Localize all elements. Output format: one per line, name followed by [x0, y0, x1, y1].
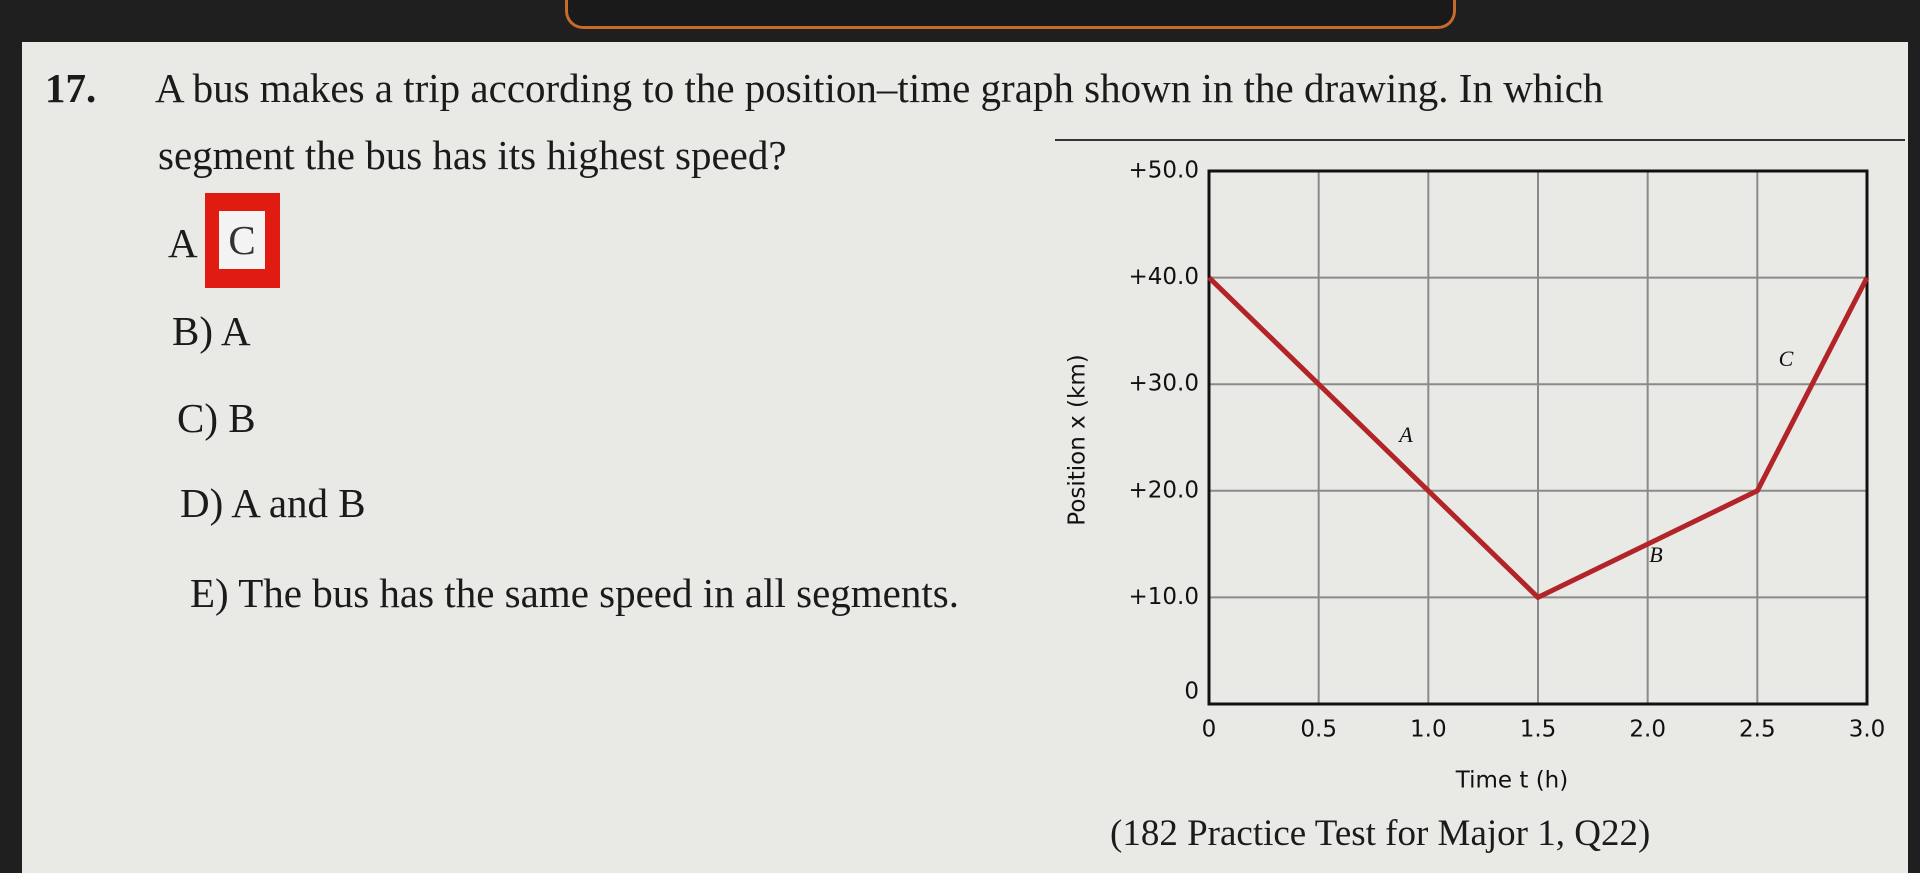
answer-box: C	[205, 193, 280, 288]
y-tick-label: +20.0	[1129, 477, 1199, 503]
segment-label: C	[1779, 346, 1794, 371]
option: C) B	[177, 395, 256, 441]
y-tick-label: 0	[1184, 679, 1199, 705]
screen	[22, 42, 1908, 873]
x-axis-label: Time t (h)	[1455, 768, 1568, 794]
y-tick-label: +50.0	[1129, 158, 1199, 184]
caption: (182 Practice Test for Major 1, Q22)	[1110, 813, 1651, 854]
x-tick-label: 0	[1202, 717, 1217, 743]
option: D) A and B	[180, 480, 366, 526]
x-tick-label: 1.5	[1520, 717, 1557, 743]
y-axis-label: Position x (km)	[1065, 354, 1091, 525]
data-line	[1207, 275, 1870, 600]
option: B) A	[172, 308, 251, 354]
question-number: 17.	[45, 65, 97, 111]
x-tick-label: 0.5	[1300, 717, 1337, 743]
option: E) The bus has the same speed in all seg…	[190, 570, 959, 616]
y-tick-label: +10.0	[1129, 584, 1199, 610]
x-tick-label: 2.0	[1629, 717, 1666, 743]
x-tick-label: 1.0	[1410, 717, 1447, 743]
answer-choice: C	[219, 211, 265, 269]
top-bar	[565, 0, 1456, 29]
y-tick-label: +30.0	[1129, 371, 1199, 397]
y-tick-label: +40.0	[1129, 264, 1199, 290]
answer-label: A	[168, 220, 198, 266]
x-tick-label: 3.0	[1849, 717, 1886, 743]
segment-label: A	[1397, 422, 1413, 447]
segment-label: B	[1649, 542, 1662, 567]
question-text: A bus makes a trip according to the posi…	[155, 65, 1604, 111]
x-tick-label: 2.5	[1739, 717, 1776, 743]
plot-frame	[1207, 169, 1869, 706]
question-text: segment the bus has its highest speed?	[158, 132, 787, 178]
